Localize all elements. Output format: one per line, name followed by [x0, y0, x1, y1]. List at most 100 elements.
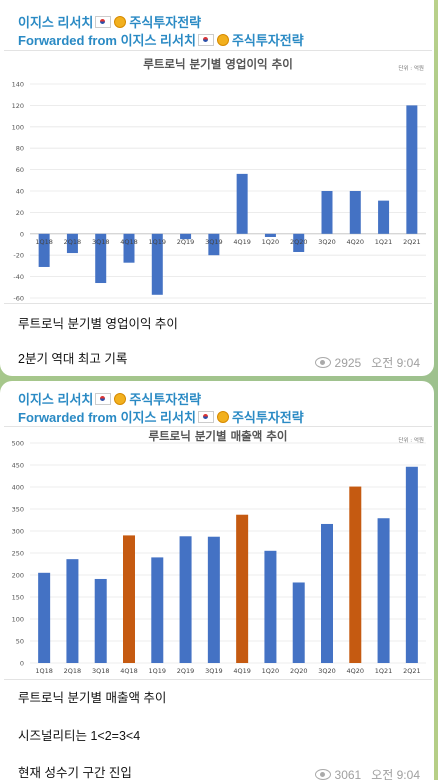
bar-1Q21 [378, 200, 390, 234]
korea-flag-icon [197, 34, 214, 46]
x-tick-label: 4Q20 [347, 238, 365, 246]
y-tick-label: 0 [20, 230, 24, 238]
bar-2Q18 [66, 559, 79, 663]
channel-name-suffix: 주식투자전략 [129, 15, 202, 30]
y-tick-label: 300 [12, 528, 24, 536]
forwarded-from[interactable]: Forwarded from 이지스 리서치 주식투자전략 [18, 407, 304, 426]
bar-3Q19 [208, 233, 220, 256]
forwarded-text: Forwarded from 이지스 리서치 [18, 33, 196, 48]
korea-flag-icon [95, 393, 112, 405]
x-tick-label: 3Q18 [92, 238, 110, 246]
y-tick-label: 120 [12, 102, 24, 110]
y-tick-label: 400 [12, 484, 24, 492]
x-tick-label: 3Q20 [318, 238, 336, 246]
y-tick-label: 450 [12, 462, 24, 470]
x-tick-label: 4Q19 [233, 238, 251, 246]
bar-3Q18 [95, 233, 107, 284]
y-tick-label: 40 [16, 188, 24, 196]
bar-2Q19 [180, 233, 192, 240]
forwarded-from[interactable]: Forwarded from 이지스 리서치 주식투자전략 [18, 30, 304, 49]
bar-1Q20 [264, 233, 276, 238]
x-tick-label: 1Q20 [262, 667, 280, 675]
view-count: 2925 [334, 355, 362, 370]
y-tick-label: -20 [13, 252, 24, 260]
x-tick-label: 4Q20 [347, 667, 365, 675]
message-text-line1: 루트로닉 분기별 매출액 추이 [18, 691, 167, 705]
y-tick-label: -60 [13, 295, 24, 303]
eye-icon [314, 357, 331, 368]
message-text-line2: 2분기 역대 최고 기록 [18, 352, 128, 366]
y-tick-label: 350 [12, 506, 24, 514]
bar-1Q19 [151, 557, 164, 663]
medal-icon [216, 411, 229, 423]
chart-title: 루트로닉 분기별 매출액 추이 [149, 429, 288, 443]
message-text-line3: 현재 성수기 구간 진입 [18, 766, 132, 780]
bar-4Q18 [123, 233, 135, 263]
y-tick-label: 80 [16, 145, 24, 153]
message-time: 오전 9:04 [371, 356, 420, 370]
medal-icon [114, 16, 127, 28]
message-time: 오전 9:04 [371, 768, 420, 780]
x-tick-label: 2Q19 [177, 667, 195, 675]
y-tick-label: -40 [13, 273, 24, 281]
x-tick-label: 1Q21 [375, 667, 393, 675]
y-tick-label: 100 [12, 616, 24, 624]
korea-flag-icon [95, 16, 112, 28]
y-tick-label: 100 [12, 123, 24, 131]
x-tick-label: 3Q19 [205, 238, 223, 246]
channel-name[interactable]: 이지스 리서치 주식투자전략 [18, 389, 201, 408]
bar-3Q18 [94, 578, 107, 663]
x-tick-label: 4Q18 [120, 238, 138, 246]
x-tick-label: 2Q21 [403, 238, 421, 246]
x-tick-label: 3Q18 [92, 667, 110, 675]
y-tick-label: 500 [12, 440, 24, 448]
x-tick-label: 2Q20 [290, 667, 308, 675]
message-bubble-1: 이지스 리서치 주식투자전략 Forwarded from 이지스 리서치 주식투자… [0, 0, 434, 376]
x-tick-label: 2Q21 [403, 667, 421, 675]
medal-icon [114, 393, 127, 405]
x-tick-label: 3Q19 [205, 667, 223, 675]
chart-unit-note: 단위 : 억원 [398, 436, 424, 444]
x-tick-label: 2Q20 [290, 238, 308, 246]
channel-name[interactable]: 이지스 리서치 주식투자전략 [18, 12, 201, 31]
bar-1Q21 [377, 518, 390, 663]
message-bubble-2: 이지스 리서치 주식투자전략 Forwarded from 이지스 리서치 주식투자… [0, 381, 434, 780]
x-tick-label: 1Q18 [35, 667, 53, 675]
y-tick-label: 0 [20, 660, 24, 668]
bar-2Q21 [406, 105, 418, 234]
x-tick-label: 3Q20 [318, 667, 336, 675]
message-text-line2: 시즈널리티는 1<2=3<4 [18, 729, 141, 743]
chart-unit-note: 단위 : 억원 [398, 64, 424, 72]
y-tick-label: 200 [12, 572, 24, 580]
korea-flag-icon [197, 411, 214, 423]
y-tick-label: 60 [16, 166, 24, 174]
channel-name-text: 이지스 리서치 [18, 392, 94, 407]
x-tick-label: 1Q19 [149, 667, 167, 675]
y-tick-label: 150 [12, 594, 24, 602]
bar-2Q20 [292, 582, 305, 663]
x-tick-label: 4Q19 [233, 667, 251, 675]
bar-2Q19 [179, 536, 192, 663]
medal-icon [216, 34, 229, 46]
x-tick-label: 1Q21 [375, 238, 393, 246]
bar-1Q18 [38, 233, 50, 267]
bar-4Q19 [236, 514, 249, 663]
message-text-line1: 루트로닉 분기별 영업이익 추이 [18, 317, 178, 331]
x-tick-label: 2Q19 [177, 238, 195, 246]
bar-2Q21 [405, 466, 418, 663]
bar-3Q19 [207, 536, 220, 663]
eye-icon [314, 769, 331, 780]
x-tick-label: 2Q18 [64, 238, 82, 246]
channel-name-suffix: 주식투자전략 [129, 392, 202, 407]
bar-2Q20 [293, 233, 305, 252]
chart-image-2[interactable]: 루트로닉 분기별 매출액 추이 단위 : 억원 0 50 100 150 200 250 300… [4, 426, 432, 680]
channel-name-text: 이지스 리서치 [18, 15, 94, 30]
bar-4Q18 [123, 535, 135, 663]
x-tick-label: 2Q18 [64, 667, 82, 675]
bar-3Q20 [321, 523, 333, 663]
chart-title: 루트로닉 분기별 영업이익 추이 [143, 57, 293, 71]
y-tick-label: 20 [16, 209, 24, 217]
x-tick-label: 1Q20 [262, 238, 280, 246]
x-tick-label: 1Q18 [35, 238, 53, 246]
